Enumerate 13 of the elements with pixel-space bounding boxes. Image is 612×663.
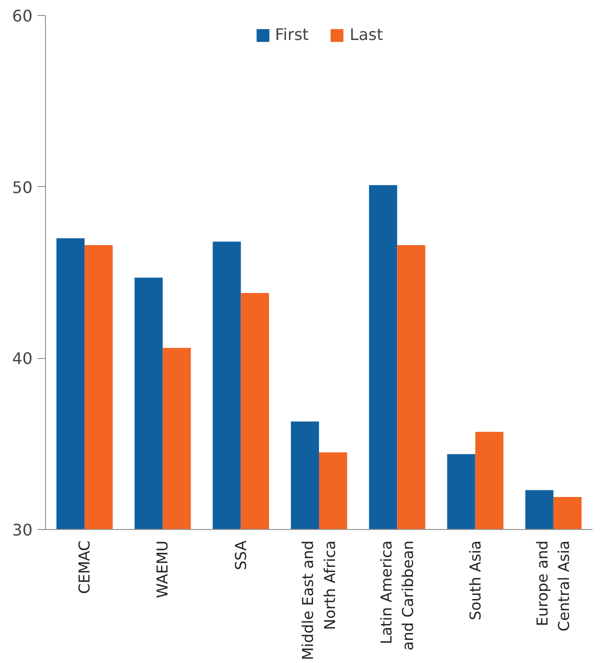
- x-tick-label: CEMAC: [76, 540, 94, 594]
- y-tick-label: 60: [12, 6, 32, 26]
- x-tick-label: South Asia: [466, 540, 484, 620]
- y-tick-label: 50: [12, 178, 32, 197]
- x-tick-label: WAEMU: [154, 540, 172, 598]
- y-tick-label: 30: [12, 520, 32, 540]
- x-tick-label: Europe and Central Asia: [534, 540, 574, 632]
- x-tick-label: Latin America and Caribbean: [377, 540, 417, 650]
- x-tick-label: Middle East and North Africa: [299, 540, 339, 660]
- x-tick-label: SSA: [232, 540, 250, 570]
- y-tick-label: 40: [12, 349, 32, 368]
- legend-label: Last: [350, 25, 383, 44]
- legend-label: First: [275, 25, 309, 44]
